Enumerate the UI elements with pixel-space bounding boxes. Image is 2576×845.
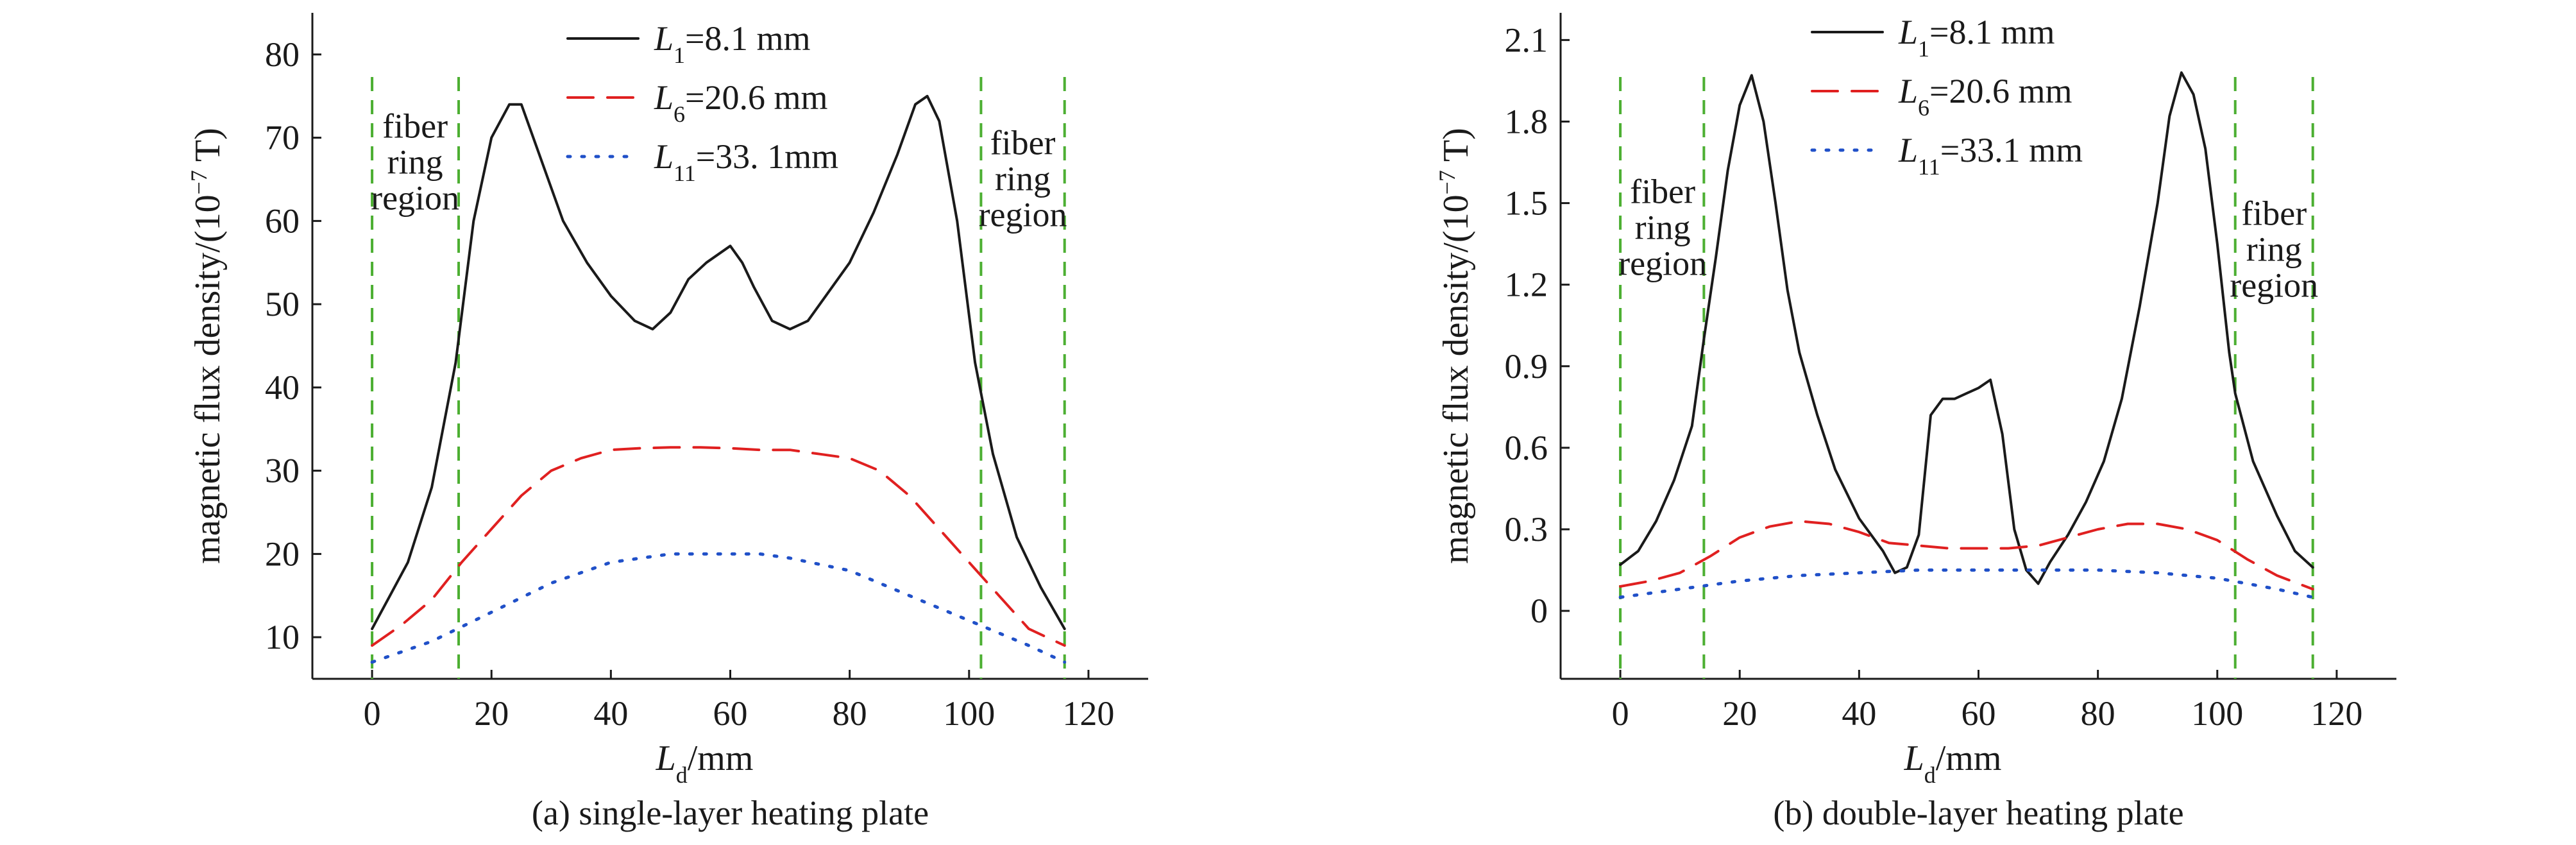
x-tick-label: 40: [593, 694, 628, 733]
x-tick-label: 120: [2310, 694, 2362, 733]
chart-panel-a: 0 20 40 60 80 100 120 10 20 30 40 50 60 70 80 Ld/mm magn…: [186, 13, 1148, 832]
series-line-1: [1619, 520, 2314, 591]
legend-label: L6=20.6 mm: [654, 78, 828, 127]
series-line-2: [370, 552, 1067, 664]
region-label: ring: [1635, 209, 1691, 247]
x-tick-label: 120: [1062, 694, 1114, 733]
x-tick-label: 60: [1962, 694, 1996, 733]
x-axis-label: Ld/mm: [656, 738, 754, 788]
region-label: fiber: [382, 107, 448, 146]
y-tick-label: 0: [1530, 592, 1548, 630]
x-tick-label: 60: [713, 694, 748, 733]
y-tick-label: 0.3: [1505, 510, 1548, 549]
y-tick-label: 2.1: [1505, 21, 1548, 59]
legend-label: L1=8.1 mm: [1898, 13, 2055, 62]
y-tick-label: 40: [265, 368, 300, 407]
series-line-2: [1618, 568, 2315, 599]
y-tick-label: 1.8: [1505, 102, 1548, 141]
y-tick-label: 0.6: [1505, 429, 1548, 467]
legend-label: L11=33.1 mm: [1898, 131, 2083, 180]
figure-caption: (a) single-layer heating plate: [532, 794, 929, 832]
y-tick-label: 20: [265, 534, 300, 573]
legend-label: L11=33. 1mm: [654, 137, 838, 186]
y-tick-label: 30: [265, 452, 300, 490]
region-label: ring: [387, 143, 443, 182]
figure-caption: (b) double-layer heating plate: [1773, 794, 2183, 832]
x-tick-label: 0: [364, 694, 381, 733]
x-tick-label: 0: [1612, 694, 1629, 733]
region-label: region: [979, 196, 1067, 234]
x-axis-label: Ld/mm: [1904, 738, 2002, 788]
x-tick-label: 100: [2191, 694, 2243, 733]
y-axis-label: magnetic flux density/(10−7 T): [186, 128, 228, 564]
region-label: region: [1618, 244, 1707, 283]
x-tick-label: 80: [833, 694, 867, 733]
legend-label: L1=8.1 mm: [654, 19, 811, 68]
series-line-0: [1619, 71, 2314, 585]
region-label: fiber: [1630, 173, 1695, 211]
region-label: region: [371, 179, 459, 218]
region-label: fiber: [2241, 194, 2307, 232]
x-tick-label: 40: [1842, 694, 1876, 733]
chart-panel-b: 0 20 40 60 80 100 120 0 0.3 0.6 0.9 1.2 1.5 1.8 2.1 Ld/…: [1434, 13, 2396, 832]
region-label: ring: [2246, 230, 2302, 268]
region-label: region: [2230, 266, 2318, 304]
y-tick-label: 1.2: [1505, 266, 1548, 304]
y-tick-label: 60: [265, 201, 300, 240]
y-tick-label: 0.9: [1505, 347, 1548, 386]
x-tick-label: 80: [2081, 694, 2115, 733]
region-label: ring: [995, 160, 1051, 198]
x-tick-label: 20: [474, 694, 509, 733]
legend-label: L6=20.6 mm: [1898, 72, 2072, 121]
y-tick-label: 70: [265, 119, 300, 157]
y-tick-label: 1.5: [1505, 184, 1548, 223]
y-tick-label: 80: [265, 35, 300, 74]
region-label: fiber: [990, 124, 1056, 162]
series-line-0: [371, 94, 1066, 631]
series-line-1: [371, 446, 1066, 647]
y-axis-label: magnetic flux density/(10−7 T): [1434, 128, 1476, 564]
x-tick-label: 20: [1722, 694, 1757, 733]
x-tick-label: 100: [943, 694, 995, 733]
y-tick-label: 50: [265, 285, 300, 323]
y-tick-label: 10: [265, 618, 300, 656]
